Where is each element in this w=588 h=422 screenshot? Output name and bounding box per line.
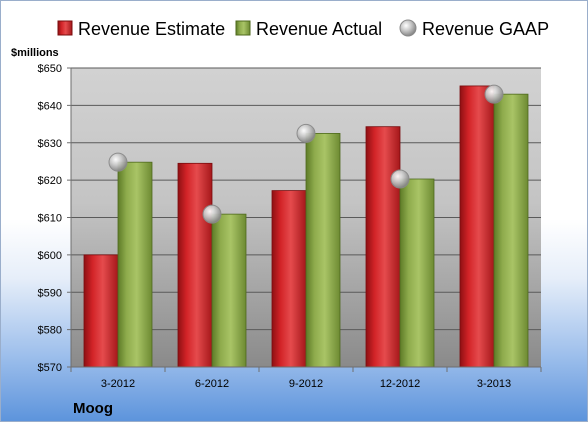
legend-label-revenue-estimate: Revenue Estimate xyxy=(78,19,225,39)
legend-item-revenue-gaap: Revenue GAAP xyxy=(399,19,549,39)
legend-marker-revenue-gaap xyxy=(399,19,417,37)
bar-revenue-estimate xyxy=(83,254,119,368)
marker-revenue-gaap xyxy=(296,123,316,143)
y-tick-label: $610 xyxy=(38,213,62,225)
y-axis-unit-label: $millions xyxy=(11,47,59,59)
bar-revenue-estimate xyxy=(365,126,401,368)
legend-label-revenue-actual: Revenue Actual xyxy=(256,19,382,39)
x-tick-label: 6-2012 xyxy=(195,378,229,390)
bar-revenue-actual xyxy=(493,93,529,368)
x-axis-ticks: 3-2012 6-2012 9-2012 12-2012 3-2013 xyxy=(70,367,542,390)
gaap-markers xyxy=(108,84,504,224)
y-tick-label: $640 xyxy=(38,100,62,112)
legend-swatch-revenue-actual xyxy=(235,20,251,36)
bar-revenue-estimate xyxy=(177,162,213,368)
legend: Revenue Estimate Revenue Actual Revenue … xyxy=(57,19,549,39)
company-name: Moog xyxy=(73,400,113,417)
bar-revenue-estimate xyxy=(459,85,495,368)
bar-revenue-actual xyxy=(399,178,435,368)
bar-revenue-actual xyxy=(305,133,341,368)
marker-revenue-gaap xyxy=(484,84,504,104)
bar-revenue-estimate xyxy=(271,190,307,368)
bar-revenue-actual xyxy=(211,213,247,368)
y-tick-label: $600 xyxy=(38,250,62,262)
legend-swatch-revenue-estimate xyxy=(57,20,73,36)
x-tick-label: 3-2013 xyxy=(477,378,511,390)
y-axis-ticks: $570 $580 $590 $600 $610 $620 $630 $640 $650 xyxy=(38,63,71,374)
bars xyxy=(83,85,529,368)
x-tick-label: 3-2012 xyxy=(101,378,135,390)
y-tick-label: $630 xyxy=(38,138,62,150)
legend-label-revenue-gaap: Revenue GAAP xyxy=(422,19,549,39)
y-tick-label: $590 xyxy=(38,287,62,299)
x-tick-label: 9-2012 xyxy=(289,378,323,390)
y-tick-label: $580 xyxy=(38,325,62,337)
marker-revenue-gaap xyxy=(108,152,128,172)
x-tick-label: 12-2012 xyxy=(380,378,420,390)
y-tick-label: $570 xyxy=(38,362,62,374)
marker-revenue-gaap xyxy=(390,169,410,189)
legend-item-revenue-actual: Revenue Actual xyxy=(235,19,382,39)
y-tick-label: $620 xyxy=(38,175,62,187)
y-tick-label: $650 xyxy=(38,63,62,75)
bar-revenue-actual xyxy=(117,161,153,368)
legend-item-revenue-estimate: Revenue Estimate xyxy=(57,19,225,39)
marker-revenue-gaap xyxy=(202,204,222,224)
